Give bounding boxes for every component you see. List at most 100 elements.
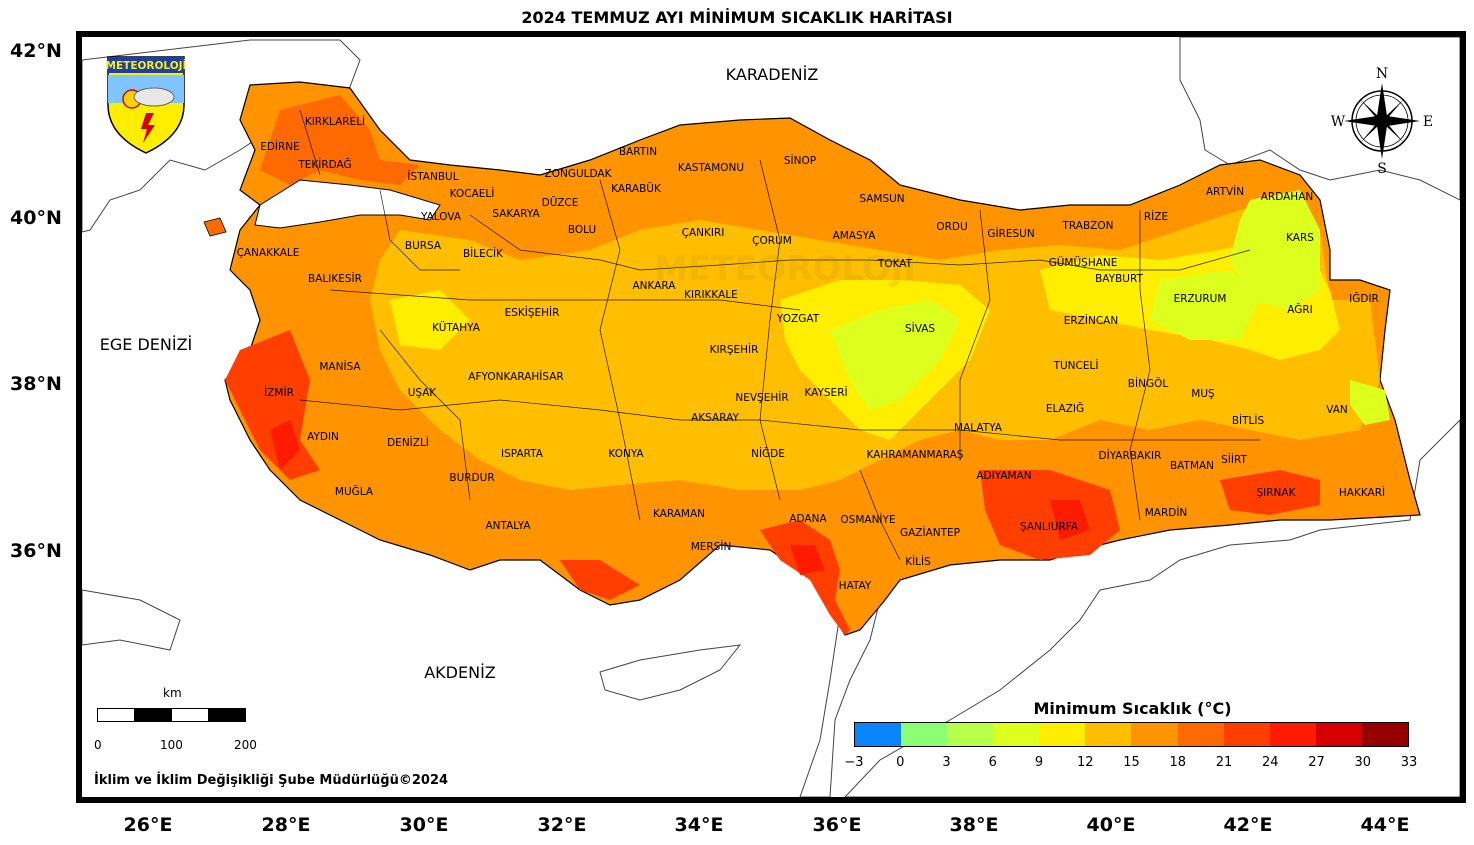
province-label: ADIYAMAN (976, 470, 1031, 482)
compass-south: S (1377, 161, 1387, 177)
province-label: AĞRI (1287, 303, 1313, 316)
compass-east: E (1423, 114, 1433, 130)
province-label: BİNGÖL (1128, 377, 1169, 390)
province-label: MUŞ (1191, 388, 1215, 400)
province-label: TUNCELİ (1053, 359, 1099, 372)
colorbar-segment (947, 723, 994, 746)
scale-bar-label-0: 0 (94, 738, 102, 752)
province-label: BOLU (568, 224, 596, 236)
colorbar-segment (1131, 723, 1178, 746)
colorbar-tick-label: 27 (1308, 755, 1325, 770)
map-frame[interactable]: METEOROLOJİ KARADENİZ EGE DENİZİ AKDENİZ… (76, 31, 1466, 803)
province-label: AKSARAY (691, 412, 739, 424)
province-label: ZONGULDAK (545, 168, 613, 180)
province-boundaries (299, 109, 1260, 561)
province-label: BURDUR (449, 472, 494, 484)
province-label: BURSA (405, 240, 442, 252)
colorbar-tick-label: 0 (896, 755, 905, 770)
watermark: METEOROLOJİ (654, 248, 916, 289)
province-label: BİLECİK (463, 247, 504, 260)
lon-label-36: 36°E (812, 814, 862, 836)
lon-label-38: 38°E (949, 814, 999, 836)
colorbar-segment (1223, 723, 1270, 746)
colorbar-tick-label: 9 (1034, 755, 1044, 770)
province-label: ADANA (789, 513, 827, 525)
province-label: MARDİN (1145, 506, 1188, 519)
colorbar-tick-label: 15 (1123, 755, 1140, 770)
province-label: BARTIN (619, 146, 657, 158)
province-label: ERZİNCAN (1064, 314, 1118, 327)
lon-label-44: 44°E (1360, 814, 1410, 836)
province-label: NEVŞEHİR (735, 391, 788, 404)
lat-label-42: 42°N (10, 40, 62, 62)
province-label: BAYBURT (1095, 273, 1143, 285)
province-label: YALOVA (420, 211, 462, 223)
province-label: GAZİANTEP (900, 526, 960, 539)
island-gokceada (203, 217, 227, 237)
colorbar-segment (1039, 723, 1086, 746)
lat-label-36: 36°N (10, 540, 62, 562)
colorbar-tick-label: 3 (942, 755, 951, 770)
province-label: YOZGAT (776, 313, 820, 325)
province-label: SAMSUN (859, 193, 904, 205)
province-label: ELAZIĞ (1046, 402, 1084, 415)
province-label: İSTANBUL (407, 170, 458, 183)
province-label: KİLİS (905, 555, 931, 568)
map-title: 2024 TEMMUZ AYI MİNİMUM SICAKLIK HARİTAS… (521, 8, 953, 27)
province-label: MERSİN (691, 540, 732, 553)
logo-text: METEOROLOJİ (106, 58, 186, 72)
sea-label-aegean: EGE DENİZİ (100, 335, 193, 354)
province-label: GÜMÜŞHANE (1049, 256, 1118, 269)
province-label: AFYONKARAHİSAR (468, 370, 563, 383)
province-label: ARTVİN (1206, 185, 1244, 198)
province-label: KONYA (608, 448, 644, 460)
province-label: ŞIRNAK (1257, 487, 1297, 499)
province-label: HAKKARİ (1339, 486, 1385, 499)
colorbar-segment (901, 723, 948, 746)
compass-rose-icon: N S W E (1331, 66, 1433, 177)
province-label: DÜZCE (542, 196, 579, 209)
province-label: ÇANAKKALE (237, 247, 300, 259)
province-label: ANKARA (633, 280, 677, 292)
province-label: KIRŞEHİR (710, 343, 759, 356)
compass-north: N (1376, 66, 1388, 82)
province-label: TOKAT (877, 258, 913, 270)
province-label: MUĞLA (335, 485, 374, 498)
province-label: SİİRT (1221, 453, 1247, 466)
province-label: KOCAELİ (450, 187, 495, 200)
province-label: ERZURUM (1174, 293, 1227, 305)
colorbar-tick-label: 21 (1215, 755, 1233, 770)
footer-credit: İklim ve İklim Değişikliği Şube Müdürlüğ… (94, 773, 449, 788)
province-label: BATMAN (1170, 460, 1214, 472)
lon-label-34: 34°E (674, 814, 724, 836)
map-canvas: METEOROLOJİ KARADENİZ EGE DENİZİ AKDENİZ… (82, 37, 1460, 797)
sea-label-mediterranean: AKDENİZ (424, 663, 496, 682)
colorbar-tick-label: 18 (1169, 755, 1187, 770)
compass-west: W (1331, 114, 1346, 130)
province-label: ORDU (936, 221, 967, 233)
colorbar-segment (1177, 723, 1224, 746)
colorbar-segment (1361, 723, 1408, 746)
colorbar-tick-label: 30 (1354, 755, 1372, 770)
province-label: IĞDIR (1349, 292, 1379, 305)
province-label: ŞANLIURFA (1020, 521, 1079, 533)
legend-title: Minimum Sıcaklık (°C) (1033, 699, 1232, 718)
lon-label-30: 30°E (399, 814, 449, 836)
province-label: KASTAMONU (678, 162, 744, 174)
scale-bar-unit: km (163, 686, 182, 700)
weather-logo-icon: METEOROLOJİ (106, 56, 186, 154)
province-label: HATAY (839, 580, 872, 592)
colorbar-tick-label: 12 (1076, 755, 1094, 770)
province-label: MALATYA (954, 422, 1003, 434)
province-label: MANİSA (319, 360, 361, 373)
province-label: AMASYA (833, 230, 877, 242)
colorbar-segment (1315, 723, 1362, 746)
province-label: BALIKESİR (308, 272, 362, 285)
province-label: ARDAHAN (1261, 191, 1314, 203)
province-label: BİTLİS (1232, 414, 1265, 427)
lon-label-40: 40°E (1086, 814, 1136, 836)
colorbar-tick-label: 6 (988, 755, 997, 770)
colorbar-segment (993, 723, 1040, 746)
lat-label-38: 38°N (10, 373, 62, 395)
province-label: DENİZLİ (387, 436, 429, 449)
